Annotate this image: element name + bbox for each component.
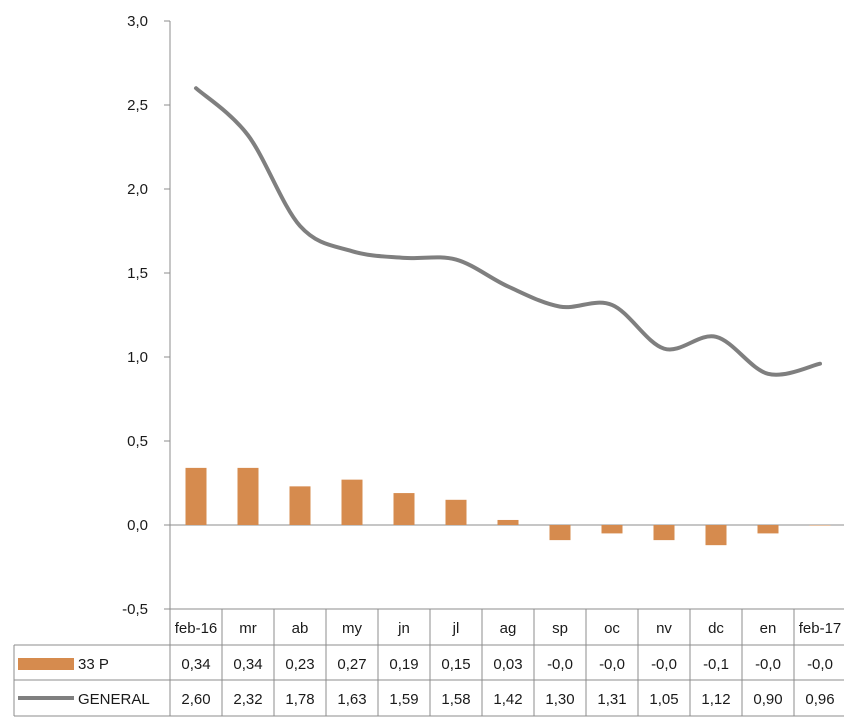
table-value-general: 1,12 bbox=[701, 691, 730, 708]
bar bbox=[705, 525, 727, 546]
table-value-33p: -0,0 bbox=[807, 656, 833, 673]
table-value-33p: 0,34 bbox=[233, 656, 262, 673]
table-value-33p: -0,0 bbox=[547, 656, 573, 673]
table-value-general: 1,05 bbox=[649, 691, 678, 708]
bar bbox=[289, 486, 311, 525]
table-value-33p: 0,15 bbox=[441, 656, 470, 673]
bar bbox=[757, 525, 779, 534]
bar bbox=[185, 467, 207, 525]
table-value-general: 2,60 bbox=[181, 691, 210, 708]
legend-swatch-33p bbox=[18, 658, 74, 670]
table-value-33p: -0,0 bbox=[651, 656, 677, 673]
x-category-label: mr bbox=[239, 620, 257, 637]
x-category-label: sp bbox=[552, 620, 568, 637]
y-tick-label: -0,5 bbox=[122, 601, 148, 618]
x-category-label: feb-16 bbox=[175, 620, 218, 637]
table-value-general: 1,42 bbox=[493, 691, 522, 708]
x-category-label: dc bbox=[708, 620, 724, 637]
y-tick-label: 1,5 bbox=[127, 265, 148, 282]
y-tick-label: 3,0 bbox=[127, 13, 148, 30]
table-value-general: 1,31 bbox=[597, 691, 626, 708]
table-value-general: 1,58 bbox=[441, 691, 470, 708]
table-value-33p: -0,1 bbox=[703, 656, 729, 673]
legend-label-33p: 33 P bbox=[78, 656, 109, 673]
table-value-33p: 0,27 bbox=[337, 656, 366, 673]
table-value-general: 1,59 bbox=[389, 691, 418, 708]
x-category-label: ag bbox=[500, 620, 517, 637]
bar bbox=[393, 493, 415, 525]
legend-label-general: GENERAL bbox=[78, 691, 150, 708]
table-value-33p: -0,0 bbox=[599, 656, 625, 673]
table-value-33p: 0,34 bbox=[181, 656, 210, 673]
x-category-label: ab bbox=[292, 620, 309, 637]
y-tick-label: 2,0 bbox=[127, 181, 148, 198]
x-category-label: feb-17 bbox=[799, 620, 842, 637]
bar bbox=[601, 525, 623, 534]
bar bbox=[497, 519, 519, 525]
x-category-label: oc bbox=[604, 620, 620, 637]
bar bbox=[653, 525, 675, 541]
table-value-general: 0,90 bbox=[753, 691, 782, 708]
x-category-label: nv bbox=[656, 620, 672, 637]
table-value-33p: -0,0 bbox=[755, 656, 781, 673]
y-tick-label: 1,0 bbox=[127, 349, 148, 366]
y-axis: 3,0 2,5 2,0 1,5 1,0 0,5 0,0 -0,5 bbox=[122, 13, 844, 618]
x-category-label: en bbox=[760, 620, 777, 637]
line-path bbox=[194, 86, 822, 377]
bar bbox=[341, 479, 363, 525]
table-value-33p: 0,03 bbox=[493, 656, 522, 673]
table-value-general: 1,78 bbox=[285, 691, 314, 708]
y-tick-label: 0,0 bbox=[127, 517, 148, 534]
line-series-general bbox=[194, 86, 822, 377]
table-value-general: 1,63 bbox=[337, 691, 366, 708]
y-tick-label: 0,5 bbox=[127, 433, 148, 450]
table-value-general: 2,32 bbox=[233, 691, 262, 708]
table-value-general: 0,96 bbox=[805, 691, 834, 708]
y-tick-label: 2,5 bbox=[127, 97, 148, 114]
x-category-label: jn bbox=[397, 620, 410, 637]
x-category-label: my bbox=[342, 620, 362, 637]
bar-series-33p bbox=[185, 467, 831, 546]
bar bbox=[809, 525, 831, 526]
bar bbox=[549, 525, 571, 541]
bar bbox=[237, 467, 259, 525]
x-category-label: jl bbox=[452, 620, 460, 637]
data-table: feb-16 mr ab my jn jl ag sp oc nv dc en feb-17 33 P GE… bbox=[13, 608, 844, 717]
table-value-33p: 0,23 bbox=[285, 656, 314, 673]
bar bbox=[445, 499, 467, 525]
table-value-general: 1,30 bbox=[545, 691, 574, 708]
table-value-33p: 0,19 bbox=[389, 656, 418, 673]
